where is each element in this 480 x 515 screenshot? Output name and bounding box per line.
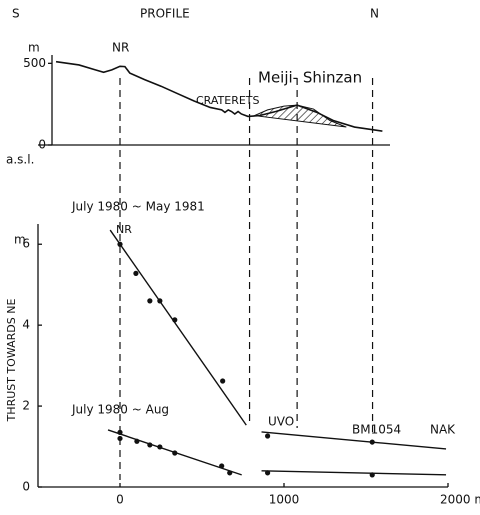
data-point (219, 463, 225, 469)
data-point (157, 298, 163, 304)
datum-label: a.s.l. (6, 153, 34, 167)
data-point (157, 444, 163, 450)
y-axis-label: THRUST TOWARDS NE (5, 299, 18, 423)
data-point (147, 298, 153, 304)
station-label: NR (116, 223, 132, 236)
data-point (369, 472, 375, 478)
data-point (369, 439, 375, 445)
x-tick-label: 1000 (269, 493, 300, 507)
data-point (147, 442, 153, 448)
data-point (265, 470, 271, 476)
south-label: S (12, 7, 20, 21)
y-tick-label: 0 (22, 480, 30, 494)
station-label: NAK (430, 423, 456, 437)
dome (252, 104, 347, 128)
dome-label: Meiji- Shinzan (258, 69, 362, 87)
y-tick-label: 6 (22, 237, 30, 251)
y-tick-label: 500 (23, 56, 46, 70)
y-tick-label: 4 (22, 318, 30, 332)
y-tick-label: 2 (22, 399, 30, 413)
station-label: UVO (268, 415, 294, 429)
fit-line (109, 229, 247, 426)
data-point (172, 317, 178, 323)
fit-line (261, 470, 447, 476)
peak-label: NR (112, 41, 129, 55)
craterets-label: CRATERETS (196, 94, 260, 107)
profile-title: PROFILE (140, 7, 190, 21)
station-label: BM1054 (352, 423, 401, 437)
y-unit: m (28, 41, 40, 55)
series-label: July 1980 ~ May 1981 (71, 200, 205, 214)
data-point (117, 241, 123, 247)
y-tick-label: 0 (38, 138, 46, 152)
data-point (220, 378, 226, 384)
data-point (134, 438, 140, 444)
data-point (117, 429, 123, 435)
data-point (265, 433, 271, 439)
data-point (133, 270, 139, 276)
profile-line (55, 60, 383, 132)
x-tick-label: 0 (116, 493, 124, 507)
data-point (172, 450, 178, 456)
y-unit: m (14, 233, 26, 247)
data-point (117, 435, 123, 442)
series-label: July 1980 ~ Aug (71, 403, 169, 417)
data-point (227, 470, 233, 476)
x-tick-label: 2000 m (440, 493, 480, 507)
north-label: N (370, 7, 379, 21)
fit-line (261, 431, 447, 450)
